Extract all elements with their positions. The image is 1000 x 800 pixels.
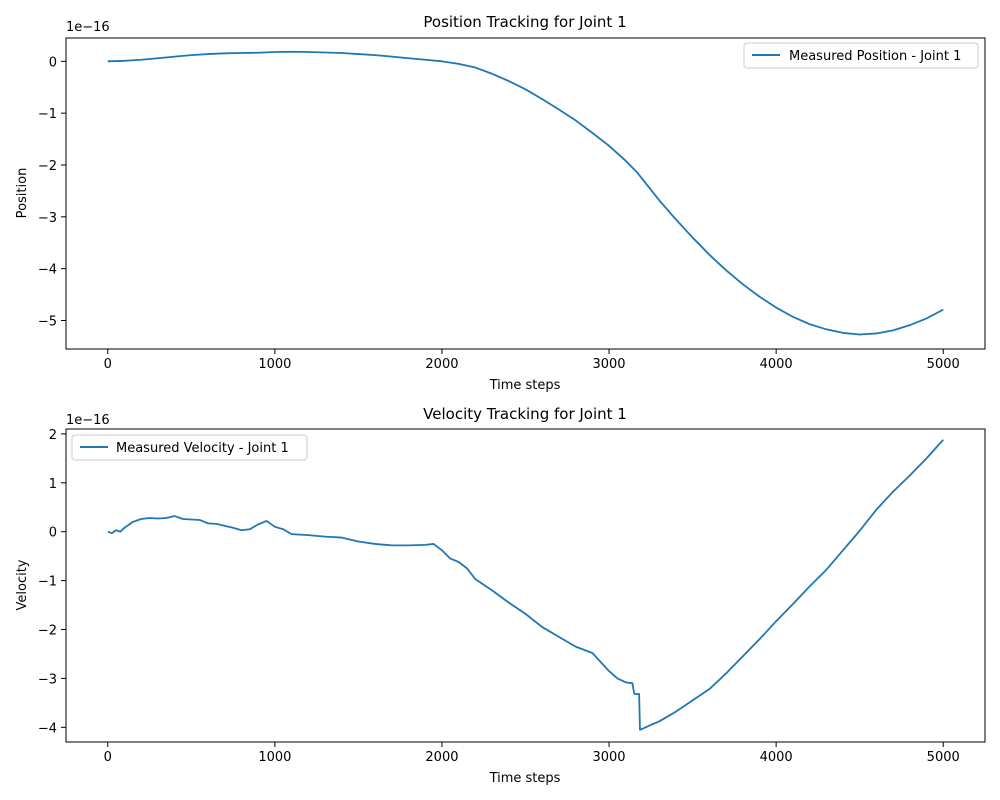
velocity-legend-box [71,434,308,461]
velocity-y-tick-label: −3 [38,672,57,687]
position-legend-label: Measured Position - Joint 1 [789,49,961,64]
velocity-x-tick-label: 3000 [592,750,625,765]
velocity-y-tick-label: −1 [38,575,57,590]
velocity-x-tick-label: 5000 [927,750,960,765]
position-x-tick-label: 1000 [258,357,291,372]
velocity-legend: Measured Velocity - Joint 1 [71,434,308,461]
position-y-tick-label: −2 [38,159,57,174]
position-x-tick-label: 5000 [927,357,960,372]
velocity-y-axis-label: Velocity [15,559,30,610]
velocity-y-tick-label: 0 [49,526,57,541]
velocity-series-lines [107,439,944,731]
position-y-tick-label: −1 [38,107,57,122]
velocity-y-tick-label: −4 [38,721,57,736]
position-y-tick-label: −3 [38,211,57,226]
position-y-tick-label: −4 [38,263,57,278]
position-x-tick-label: 2000 [425,357,458,372]
position-y-offset-label: 1e−16 [66,20,110,35]
position-legend-box [743,42,979,69]
velocity-y-tick-label: −2 [38,624,57,639]
velocity-y-tick-label: 2 [49,428,57,443]
position-y-tick-label: 0 [49,55,57,70]
position-x-tick-label: 4000 [760,357,793,372]
velocity-series-line-0 [107,439,944,731]
position-x-tick-label: 3000 [592,357,625,372]
position-y-axis-label: Position [15,168,30,219]
position-x-ticks: 0 1000 2000 3000 4000 5000 [104,349,960,372]
position-chart-title: Position Tracking for Joint 1 [423,13,626,31]
position-plot-area [65,37,986,350]
velocity-plot: Velocity Tracking for Joint 1 1e−16 0 100… [15,405,986,786]
velocity-y-offset-label: 1e−16 [66,413,110,428]
velocity-x-axis-label: Time steps [489,771,561,786]
position-x-axis-label: Time steps [489,378,561,393]
velocity-x-tick-label: 0 [104,750,112,765]
velocity-legend-label: Measured Velocity - Joint 1 [116,441,289,456]
velocity-x-tick-label: 4000 [760,750,793,765]
velocity-x-tick-label: 1000 [258,750,291,765]
position-y-ticks: 0 −1 −2 −3 −4 −5 [38,55,66,329]
velocity-x-tick-label: 2000 [425,750,458,765]
velocity-y-ticks: 2 1 0 −1 −2 −3 −4 [38,428,66,736]
position-series-line-0 [107,50,944,336]
velocity-x-ticks: 0 1000 2000 3000 4000 5000 [104,742,960,765]
velocity-chart-title: Velocity Tracking for Joint 1 [423,405,627,423]
velocity-plot-area [65,428,986,743]
position-legend: Measured Position - Joint 1 [743,42,979,69]
position-series-lines [107,50,944,336]
position-plot: Position Tracking for Joint 1 1e−16 0 100… [15,13,986,393]
velocity-y-tick-label: 1 [49,477,57,492]
position-y-tick-label: −5 [38,314,57,329]
position-x-tick-label: 0 [104,357,112,372]
